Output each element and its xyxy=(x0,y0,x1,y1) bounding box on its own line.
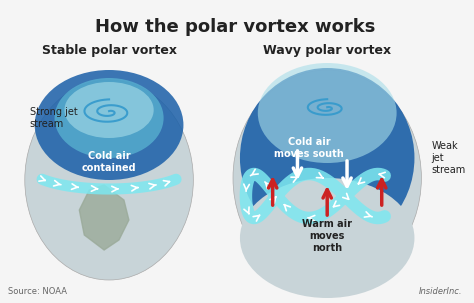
Polygon shape xyxy=(300,186,355,250)
Polygon shape xyxy=(79,185,129,250)
Text: Cold air
moves south: Cold air moves south xyxy=(274,137,344,159)
Ellipse shape xyxy=(25,80,193,280)
Text: InsiderInc.: InsiderInc. xyxy=(419,287,462,296)
Text: Stable polar vortex: Stable polar vortex xyxy=(42,44,177,57)
Text: Strong jet
stream: Strong jet stream xyxy=(30,107,77,129)
Ellipse shape xyxy=(240,68,414,248)
Ellipse shape xyxy=(35,70,183,180)
Text: Wavy polar vortex: Wavy polar vortex xyxy=(263,44,391,57)
Text: Source: NOAA: Source: NOAA xyxy=(8,287,67,296)
Ellipse shape xyxy=(64,82,154,138)
Text: How the polar vortex works: How the polar vortex works xyxy=(95,18,375,36)
Ellipse shape xyxy=(240,178,414,298)
Ellipse shape xyxy=(55,78,164,158)
Text: Warm air
moves
north: Warm air moves north xyxy=(302,219,352,253)
Ellipse shape xyxy=(258,63,397,163)
Ellipse shape xyxy=(233,70,421,286)
Text: Weak
jet
stream: Weak jet stream xyxy=(431,142,465,175)
Text: Cold air
contained: Cold air contained xyxy=(82,151,137,173)
